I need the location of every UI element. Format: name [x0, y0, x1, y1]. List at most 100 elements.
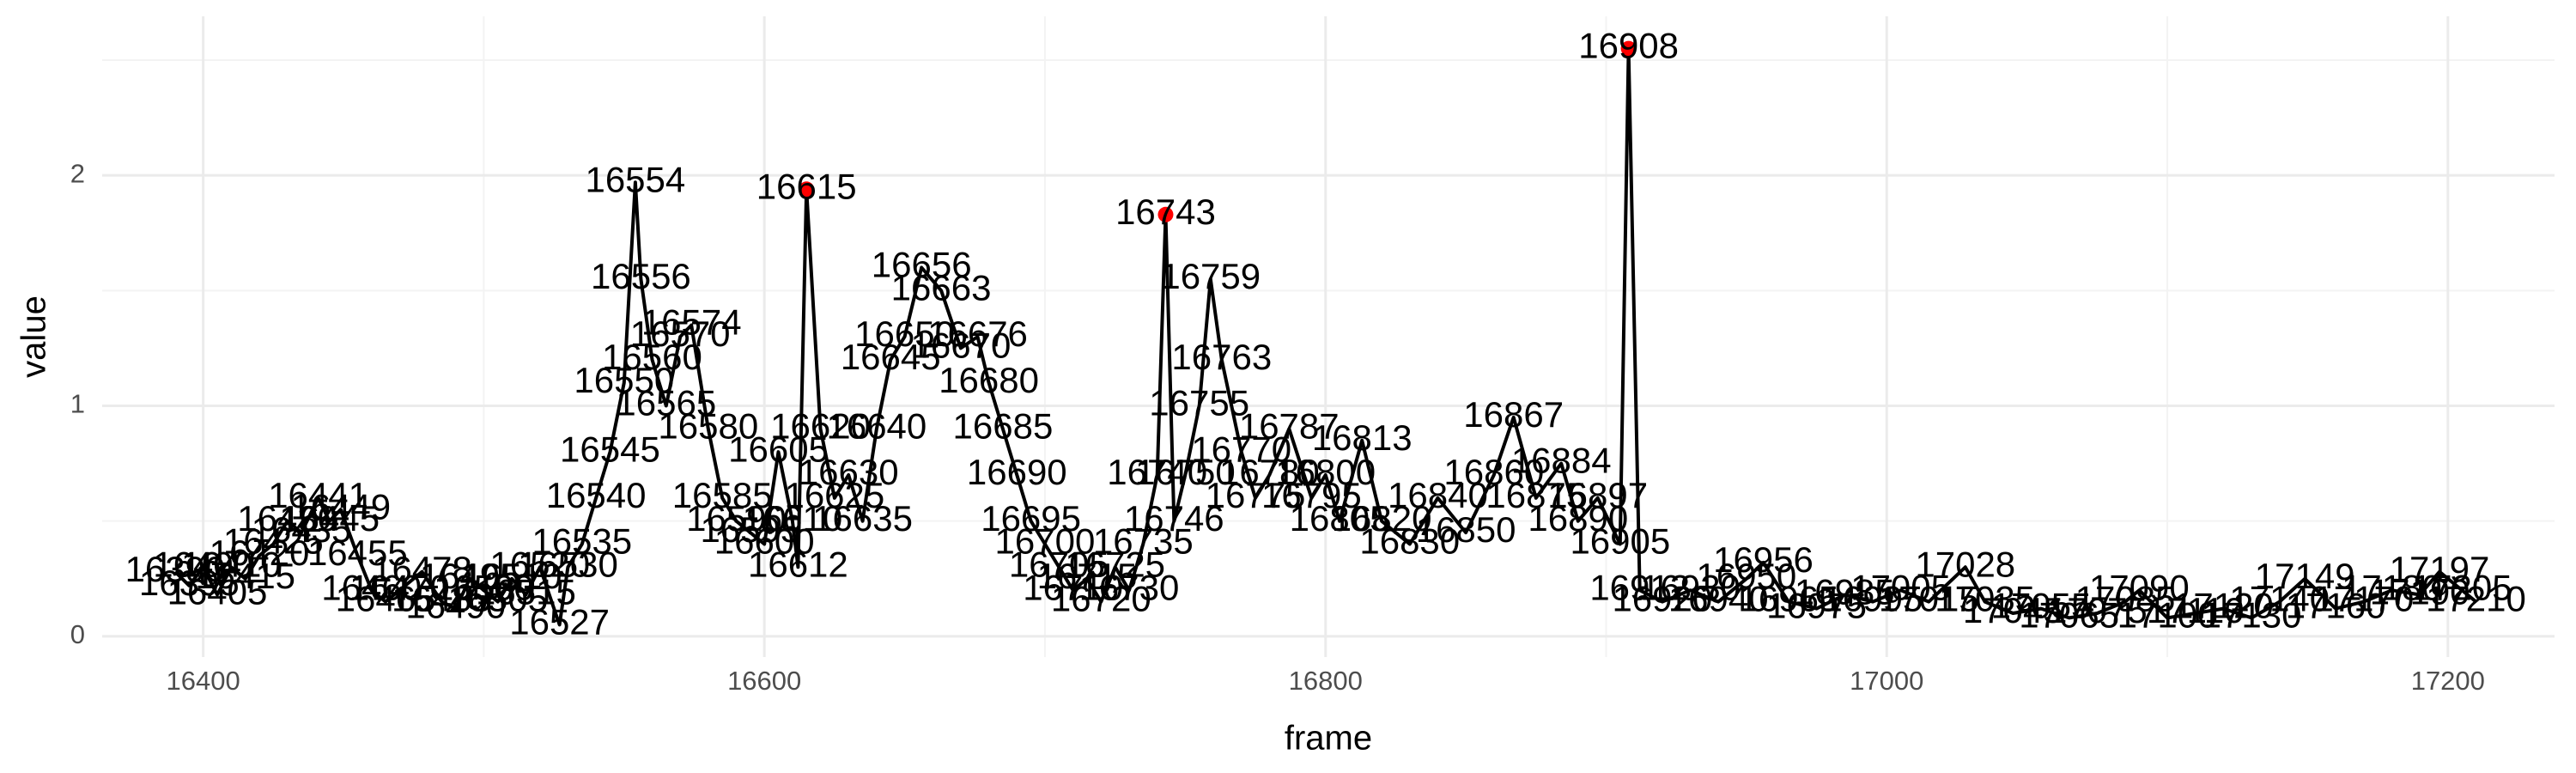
point-label: 16985	[1795, 572, 1895, 612]
point-label: 16695	[981, 498, 1081, 539]
point-label: 16470	[349, 567, 450, 607]
point-label: 16795	[1261, 475, 1362, 515]
point-label: 16545	[560, 429, 660, 469]
point-label: 16725	[1065, 544, 1165, 584]
point-label: 16625	[784, 475, 884, 515]
point-label: 16395	[139, 563, 240, 603]
point-label: 16743	[1115, 192, 1216, 232]
point-label: 17100	[2117, 594, 2218, 635]
x-axis-title: frame	[1285, 720, 1372, 758]
point-label: 17130	[2202, 594, 2302, 635]
x-tick-label: 17000	[1850, 666, 1923, 696]
point-label: 16676	[927, 313, 1028, 354]
point-label: 16800	[1275, 452, 1376, 492]
point-label: 16600	[714, 521, 815, 562]
point-label: 17140	[2229, 579, 2330, 619]
point-label: 16740	[1107, 452, 1207, 492]
point-label: 16975	[1766, 586, 1867, 626]
point-label: 16940	[1668, 579, 1769, 619]
point-label: 17110	[2147, 590, 2245, 630]
point-label: 16715	[1037, 556, 1138, 596]
point-label: 16449	[290, 486, 391, 526]
point-label: 16930	[1640, 567, 1741, 607]
point-label: 16965	[1739, 579, 1839, 619]
point-label: 17028	[1915, 544, 2015, 584]
point-label: 16890	[1528, 498, 1628, 539]
point-label: 16775	[1206, 475, 1306, 515]
point-label: 16612	[748, 544, 848, 584]
point-label: 16690	[967, 452, 1067, 492]
point-label: 16485	[392, 579, 492, 619]
point-label: 16441	[268, 475, 368, 515]
point-label: 16884	[1511, 441, 1612, 481]
point-label: 16505	[447, 579, 548, 619]
y-axis-title: value	[15, 295, 53, 378]
point-label: 17055	[1991, 586, 2092, 626]
point-label: 16535	[532, 521, 632, 562]
point-label: 16908	[1578, 26, 1679, 66]
point-label: 16610	[742, 498, 842, 539]
point-label: 16565	[616, 383, 716, 423]
y-tick-label: 0	[70, 619, 85, 649]
point-label: 16640	[826, 405, 927, 446]
point-label: 16390	[125, 549, 226, 589]
point-label: 16580	[658, 405, 758, 446]
point-label: 16645	[841, 337, 941, 377]
point-label: 17210	[2426, 579, 2526, 619]
point-label: 16574	[641, 302, 742, 343]
point-label: 16746	[1124, 498, 1224, 539]
point-label: 16460	[321, 567, 422, 607]
point-label: 16820	[1332, 498, 1432, 539]
point-label: 16867	[1463, 394, 1564, 435]
point-label: 16995	[1823, 579, 1923, 619]
point-label: 16759	[1160, 256, 1261, 296]
point-label: 16527	[509, 602, 610, 642]
point-label: 16700	[995, 521, 1096, 562]
point-label: 16425	[223, 521, 324, 562]
point-label: 16755	[1149, 383, 1249, 423]
point-label: 16813	[1312, 417, 1413, 458]
point-label: 16430	[237, 498, 337, 539]
point-label: 16405	[167, 572, 268, 612]
point-label: 16750	[1135, 452, 1236, 492]
point-label: 16585	[672, 475, 773, 515]
point-label: 16850	[1416, 509, 1516, 550]
point-label: 16860	[1443, 452, 1544, 492]
point-label: 16570	[630, 313, 731, 354]
point-label: 16897	[1547, 475, 1648, 515]
y-tick-label: 2	[70, 158, 85, 188]
point-label: 16530	[518, 544, 618, 584]
x-tick-label: 16400	[167, 666, 240, 696]
point-label: 17005	[1850, 567, 1951, 607]
point-label: 16670	[911, 326, 1012, 366]
highlight-point	[1157, 206, 1174, 222]
point-label: 17160	[2286, 586, 2386, 626]
point-label: 17149	[2255, 556, 2355, 596]
point-label: 16705	[1009, 544, 1109, 584]
point-label: 16635	[812, 498, 913, 539]
point-label: 16840	[1388, 475, 1488, 515]
point-label: 16720	[1051, 579, 1151, 619]
point-label: 16435	[252, 509, 352, 550]
point-label: 16615	[756, 166, 857, 206]
point-label: 16730	[1079, 567, 1180, 607]
point-label: 16510	[462, 556, 562, 596]
point-label: 16554	[585, 159, 685, 199]
point-label: 16495	[420, 556, 520, 596]
point-label: 16830	[1359, 521, 1460, 562]
point-label: 17170	[2313, 579, 2414, 619]
point-label: 16912	[1589, 567, 1690, 607]
point-label: 16465	[336, 579, 436, 619]
point-label: 17120	[2173, 586, 2274, 626]
point-label: 17090	[2089, 567, 2190, 607]
point-label: 16478	[372, 549, 472, 589]
point-label: 16805	[1290, 498, 1390, 539]
point-label: 16763	[1171, 337, 1272, 377]
point-label: 17085	[2075, 579, 2176, 619]
point-label: 16710	[1023, 567, 1123, 607]
point-label: 16420	[210, 533, 310, 573]
point-label: 16920	[1612, 579, 1712, 619]
point-label: 16875	[1485, 475, 1586, 515]
